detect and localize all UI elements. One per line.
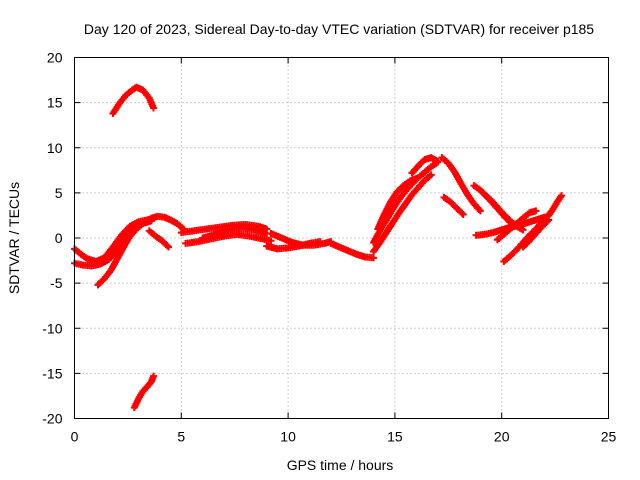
- series-track-j: [199, 224, 271, 242]
- data-point: [434, 157, 442, 165]
- data-point: [139, 220, 147, 228]
- data-point: [370, 254, 378, 262]
- series-track-y: [545, 192, 566, 219]
- y-tick-label: -20: [42, 411, 62, 427]
- series-track-l: [263, 238, 324, 253]
- series-track-p: [374, 174, 420, 233]
- x-tick-label: 25: [601, 429, 617, 445]
- series-track-s: [440, 193, 467, 219]
- plot-frame: [74, 57, 609, 419]
- series-track-z: [493, 207, 540, 244]
- y-tick-label: 15: [47, 95, 63, 111]
- series-track-q: [408, 154, 442, 177]
- data-point: [558, 192, 566, 200]
- x-tick-label: 15: [387, 429, 403, 445]
- data-point: [458, 209, 466, 217]
- data-point: [267, 237, 275, 245]
- series-track-o: [370, 171, 435, 256]
- y-tick-label: -5: [50, 275, 63, 291]
- series-track-f: [109, 83, 158, 117]
- y-tick-label: -10: [42, 320, 62, 336]
- data-point: [427, 171, 435, 179]
- data-points: [71, 83, 566, 412]
- data-point: [316, 238, 324, 246]
- data-point: [150, 104, 158, 112]
- series-track-k: [267, 229, 335, 249]
- tick-labels: 0 5 10 15 20 25 -20 -15 -10 -5 0 5 10 15 20: [42, 50, 616, 445]
- data-point: [459, 211, 467, 219]
- y-tick-label: 5: [55, 185, 63, 201]
- series-track-m: [327, 239, 378, 262]
- data-point: [543, 217, 551, 225]
- series-track-g: [130, 372, 158, 412]
- y-tick-label: 0: [55, 230, 63, 246]
- grid: [74, 57, 609, 419]
- data-point: [532, 207, 540, 215]
- data-point: [150, 372, 158, 380]
- series-track-d: [147, 212, 187, 233]
- series-track-x: [519, 216, 553, 251]
- y-tick-label: 10: [47, 140, 63, 156]
- x-tick-label: 5: [177, 429, 185, 445]
- series-track-c: [94, 220, 147, 289]
- x-tick-label: 10: [280, 429, 296, 445]
- x-tick-label: 0: [71, 429, 79, 445]
- chart-title: Day 120 of 2023, Sidereal Day-to-day VTE…: [84, 21, 594, 37]
- y-axis-label: SDTVAR / TECUs: [6, 182, 22, 294]
- data-point: [412, 174, 420, 182]
- y-tick-label: -15: [42, 365, 62, 381]
- data-point: [164, 243, 172, 251]
- series-track-e: [145, 227, 172, 251]
- y-tick-label: 20: [47, 50, 63, 66]
- data-point: [163, 242, 171, 250]
- x-tick-label: 20: [494, 429, 510, 445]
- series-track-r: [438, 154, 484, 215]
- x-axis-label: GPS time / hours: [287, 457, 394, 473]
- data-point: [476, 207, 484, 215]
